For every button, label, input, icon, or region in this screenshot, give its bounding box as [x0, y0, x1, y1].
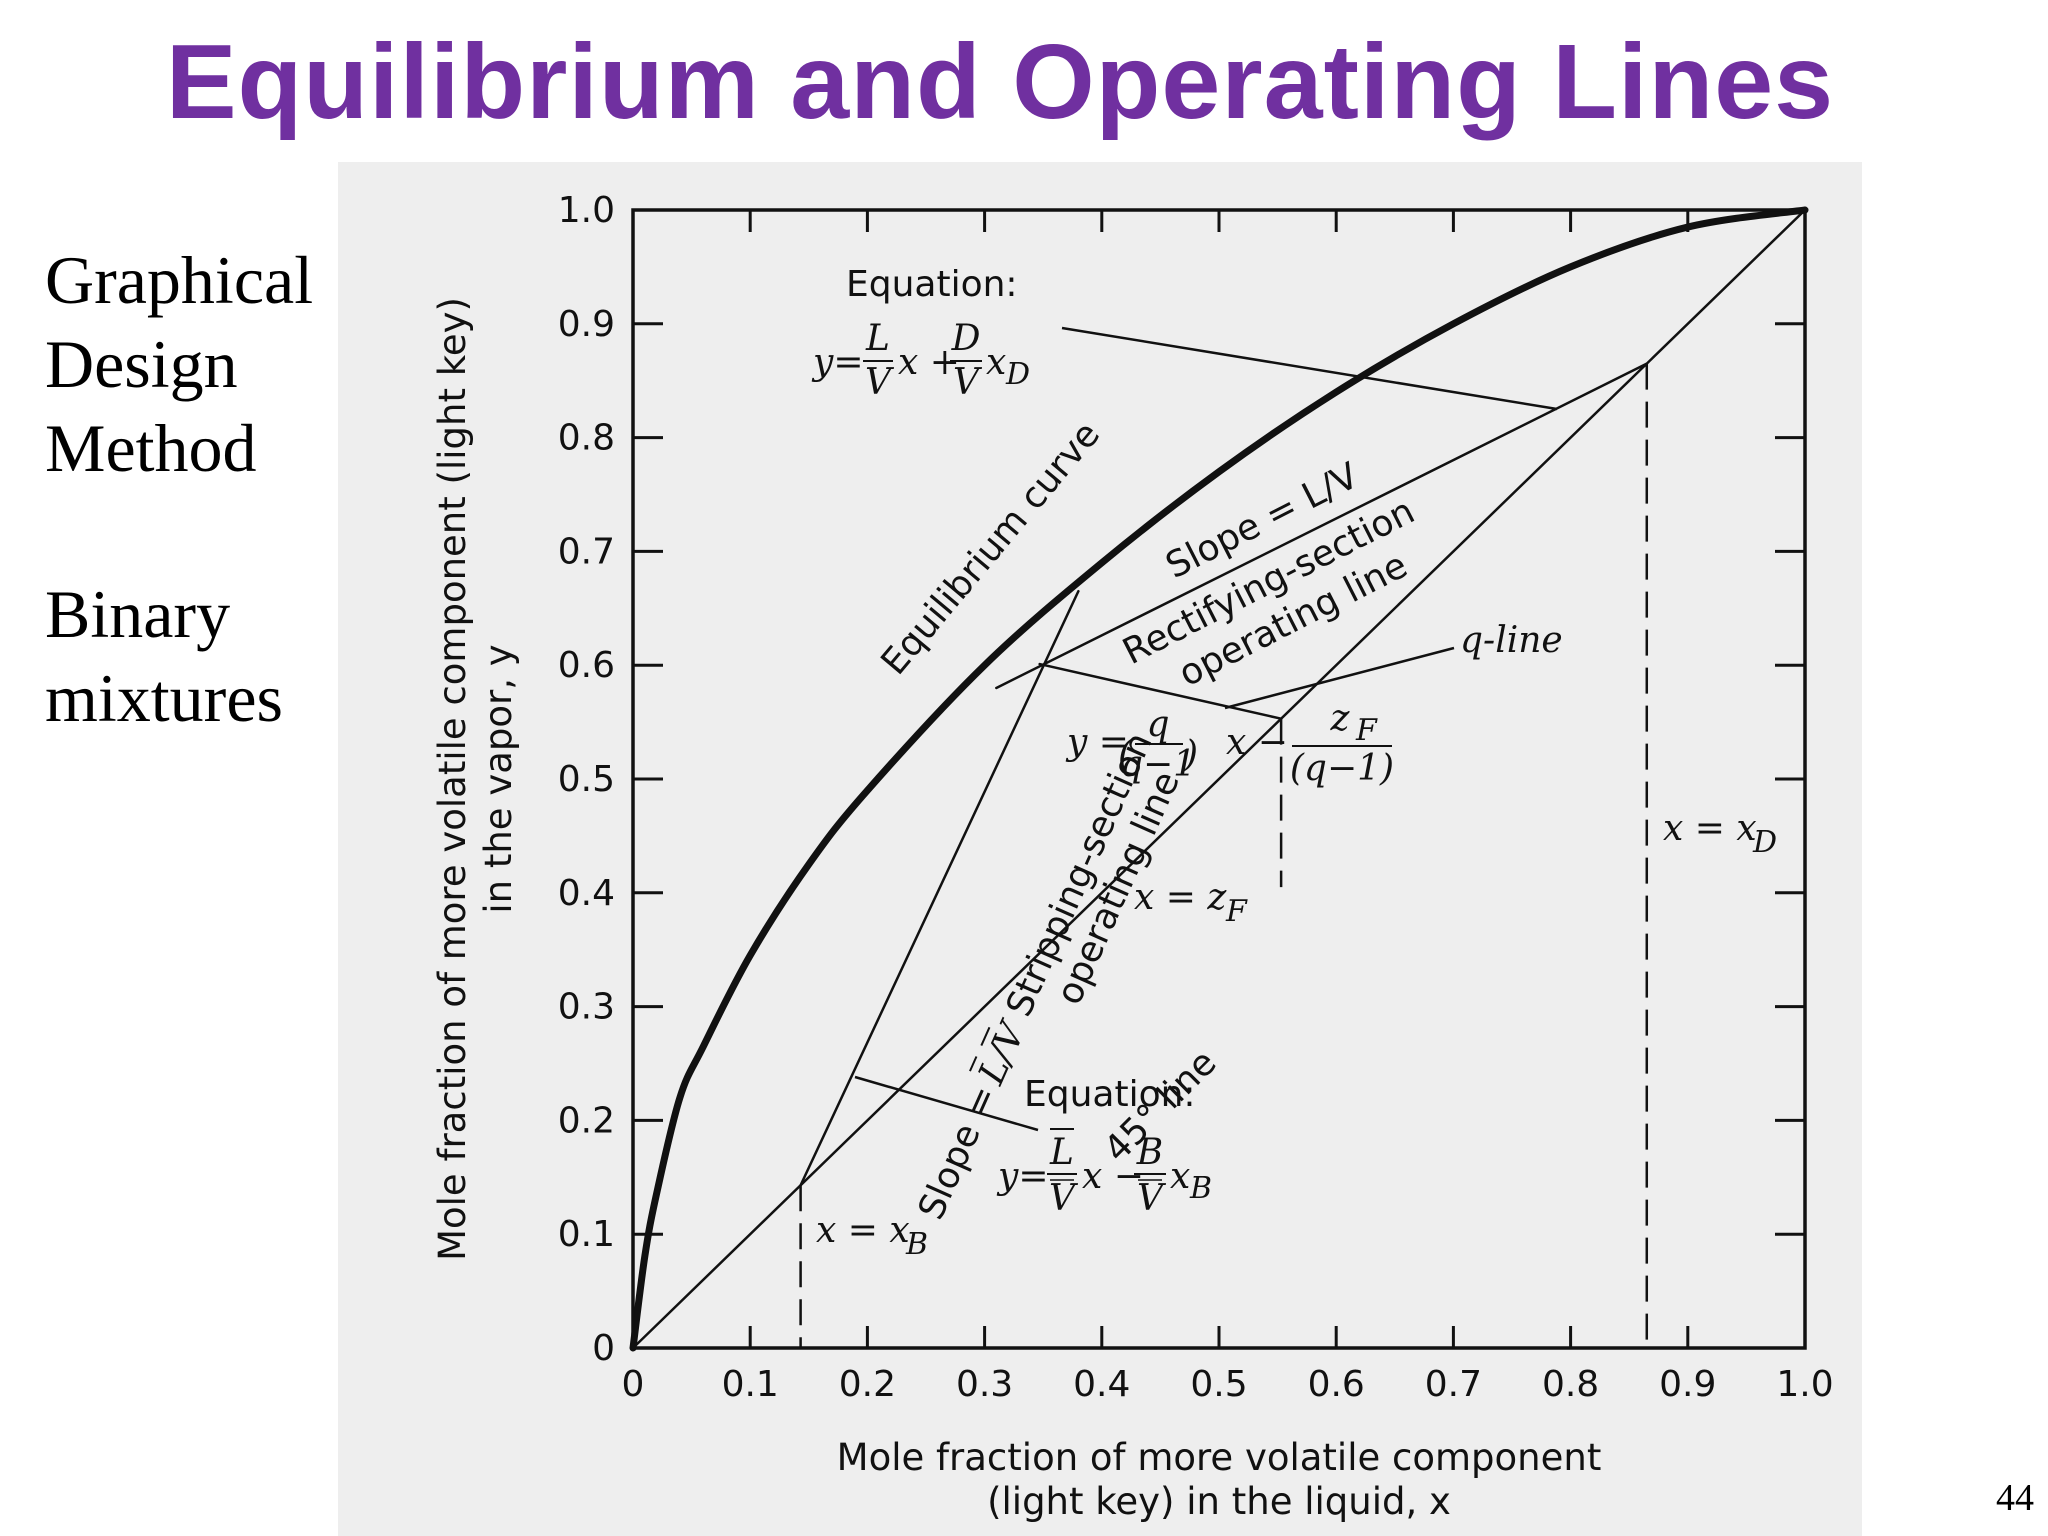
svg-text:B: B	[1136, 1132, 1163, 1173]
x-tick-label: 0.8	[1542, 1364, 1599, 1405]
x-tick-label: 0	[622, 1364, 645, 1405]
axis-ticks	[633, 210, 1805, 1348]
q-line-label: q-line	[1460, 620, 1563, 661]
svg-text:x −: x −	[1226, 722, 1288, 763]
svg-text:y=: y=	[811, 342, 864, 383]
svg-text:q: q	[1146, 704, 1169, 745]
page-number: 44	[1996, 1477, 2034, 1519]
bottom-equation-leader	[854, 1075, 1039, 1132]
svg-text:L: L	[865, 318, 890, 359]
x-eq-xb-label: x = x B	[816, 1210, 928, 1262]
chart-series	[629, 206, 1809, 1352]
x-eq-zf-label: x = z F	[1134, 877, 1248, 929]
x-tick-label: 0.1	[722, 1364, 779, 1405]
y-tick-label: 0.5	[558, 759, 615, 800]
svg-text:D: D	[1005, 357, 1030, 392]
mccabe-thiele-figure: 0 0.1 0.2 0.3 0.4 0.5 0.6 0.7 0.8 0.9 1.0 0 0.1 0.2 0.…	[338, 162, 1862, 1536]
y-tick-label: 0	[592, 1328, 615, 1369]
chart-svg: 0 0.1 0.2 0.3 0.4 0.5 0.6 0.7 0.8 0.9 1.0 0 0.1 0.2 0.…	[431, 190, 1834, 1523]
x-tick-label: 0.5	[1190, 1364, 1247, 1405]
tick-labels: 0 0.1 0.2 0.3 0.4 0.5 0.6 0.7 0.8 0.9 1.0 0 0.1 0.2 0.…	[558, 190, 1834, 1405]
slide-title: Equilibrium and Operating Lines	[165, 23, 1835, 141]
q-line-equation: y = ( q q−1 ) x − z F (q−1)	[1065, 698, 1394, 789]
y-tick-label: 0.2	[558, 1100, 615, 1141]
side-text-line: Design	[45, 326, 238, 402]
svg-text:x: x	[1170, 1156, 1190, 1197]
y-axis-title-line2: in the vapor, y	[477, 644, 520, 913]
stripping-equation: y= L V x − B V x B	[996, 1128, 1212, 1219]
side-text-line: Binary	[45, 576, 231, 652]
svg-text:(q−1): (q−1)	[1290, 748, 1394, 789]
svg-text:F: F	[1355, 713, 1378, 748]
x-tick-label: 0.6	[1308, 1364, 1365, 1405]
y-tick-label: 0.7	[558, 531, 615, 572]
side-text-line: Method	[45, 410, 257, 486]
svg-text:): )	[1183, 734, 1198, 775]
svg-text:q−1: q−1	[1120, 744, 1196, 785]
svg-text:V: V	[953, 362, 983, 403]
x-tick-label: 0.2	[839, 1364, 896, 1405]
rectifying-operating-line	[995, 362, 1649, 690]
stripping-operating-line	[799, 589, 1080, 1187]
svg-text:x: x	[986, 342, 1006, 383]
y-tick-label: 0.9	[558, 304, 615, 345]
y-tick-label: 0.1	[558, 1214, 615, 1255]
svg-text:D: D	[1752, 825, 1777, 860]
side-text-method: Graphical Design Method	[45, 238, 313, 490]
y-tick-label: 0.3	[558, 987, 615, 1028]
equation-top-title: Equation:	[846, 264, 1018, 305]
svg-text:B: B	[905, 1227, 928, 1262]
svg-text:x = x: x = x	[1663, 808, 1757, 849]
svg-text:y =: y =	[1065, 722, 1129, 763]
x-tick-label: 0.9	[1659, 1364, 1716, 1405]
top-equation-leader	[1061, 326, 1558, 411]
x-tick-label: 1.0	[1776, 1364, 1833, 1405]
side-text-line: Graphical	[45, 242, 314, 318]
svg-text:V: V	[1137, 1178, 1167, 1219]
svg-text:z: z	[1330, 698, 1351, 739]
svg-text:V: V	[865, 362, 895, 403]
diagonal-45-line	[631, 208, 1807, 1350]
svg-text:Slope =: Slope =	[911, 1080, 1006, 1226]
side-text-line: mixtures	[45, 660, 283, 736]
svg-text:V: V	[1049, 1178, 1079, 1219]
y-axis-title-line1: Mole fraction of more volatile component…	[431, 297, 474, 1261]
plot-frame	[631, 208, 1807, 1350]
side-text-binary: Binary mixtures	[45, 572, 283, 740]
equilibrium-curve-label: Equilibrium curve	[873, 414, 1108, 683]
svg-text:x +: x +	[898, 342, 960, 383]
equilibrium-curve	[629, 206, 1809, 1352]
y-tick-label: 0.6	[558, 645, 615, 686]
x-axis-title-line2: (light key) in the liquid, x	[987, 1480, 1451, 1523]
y-tick-label: 0.4	[558, 873, 615, 914]
svg-text:x = x: x = x	[816, 1210, 910, 1251]
y-tick-label: 1.0	[558, 190, 615, 231]
svg-text:y=: y=	[996, 1156, 1049, 1197]
y-tick-label: 0.8	[558, 418, 615, 459]
x-tick-label: 0.4	[1073, 1364, 1130, 1405]
svg-text:(: (	[1118, 734, 1133, 775]
x-eq-xd-label: x = x D	[1663, 808, 1777, 860]
x-axis-title-line1: Mole fraction of more volatile component	[837, 1436, 1602, 1479]
x-tick-label: 0.3	[956, 1364, 1013, 1405]
q-line	[1038, 662, 1283, 720]
svg-text:D: D	[951, 318, 981, 359]
q-line-leader	[1224, 646, 1455, 710]
svg-text:B: B	[1189, 1171, 1212, 1206]
svg-text:L: L	[1049, 1132, 1074, 1173]
svg-text:x −: x −	[1082, 1156, 1144, 1197]
x-tick-label: 0.7	[1425, 1364, 1482, 1405]
equation-bottom-title: Equation:	[1024, 1074, 1196, 1115]
rectifying-equation: y= L V x + D V x D	[811, 318, 1030, 403]
svg-text:x = z: x = z	[1134, 877, 1227, 918]
svg-text:F: F	[1225, 894, 1248, 929]
